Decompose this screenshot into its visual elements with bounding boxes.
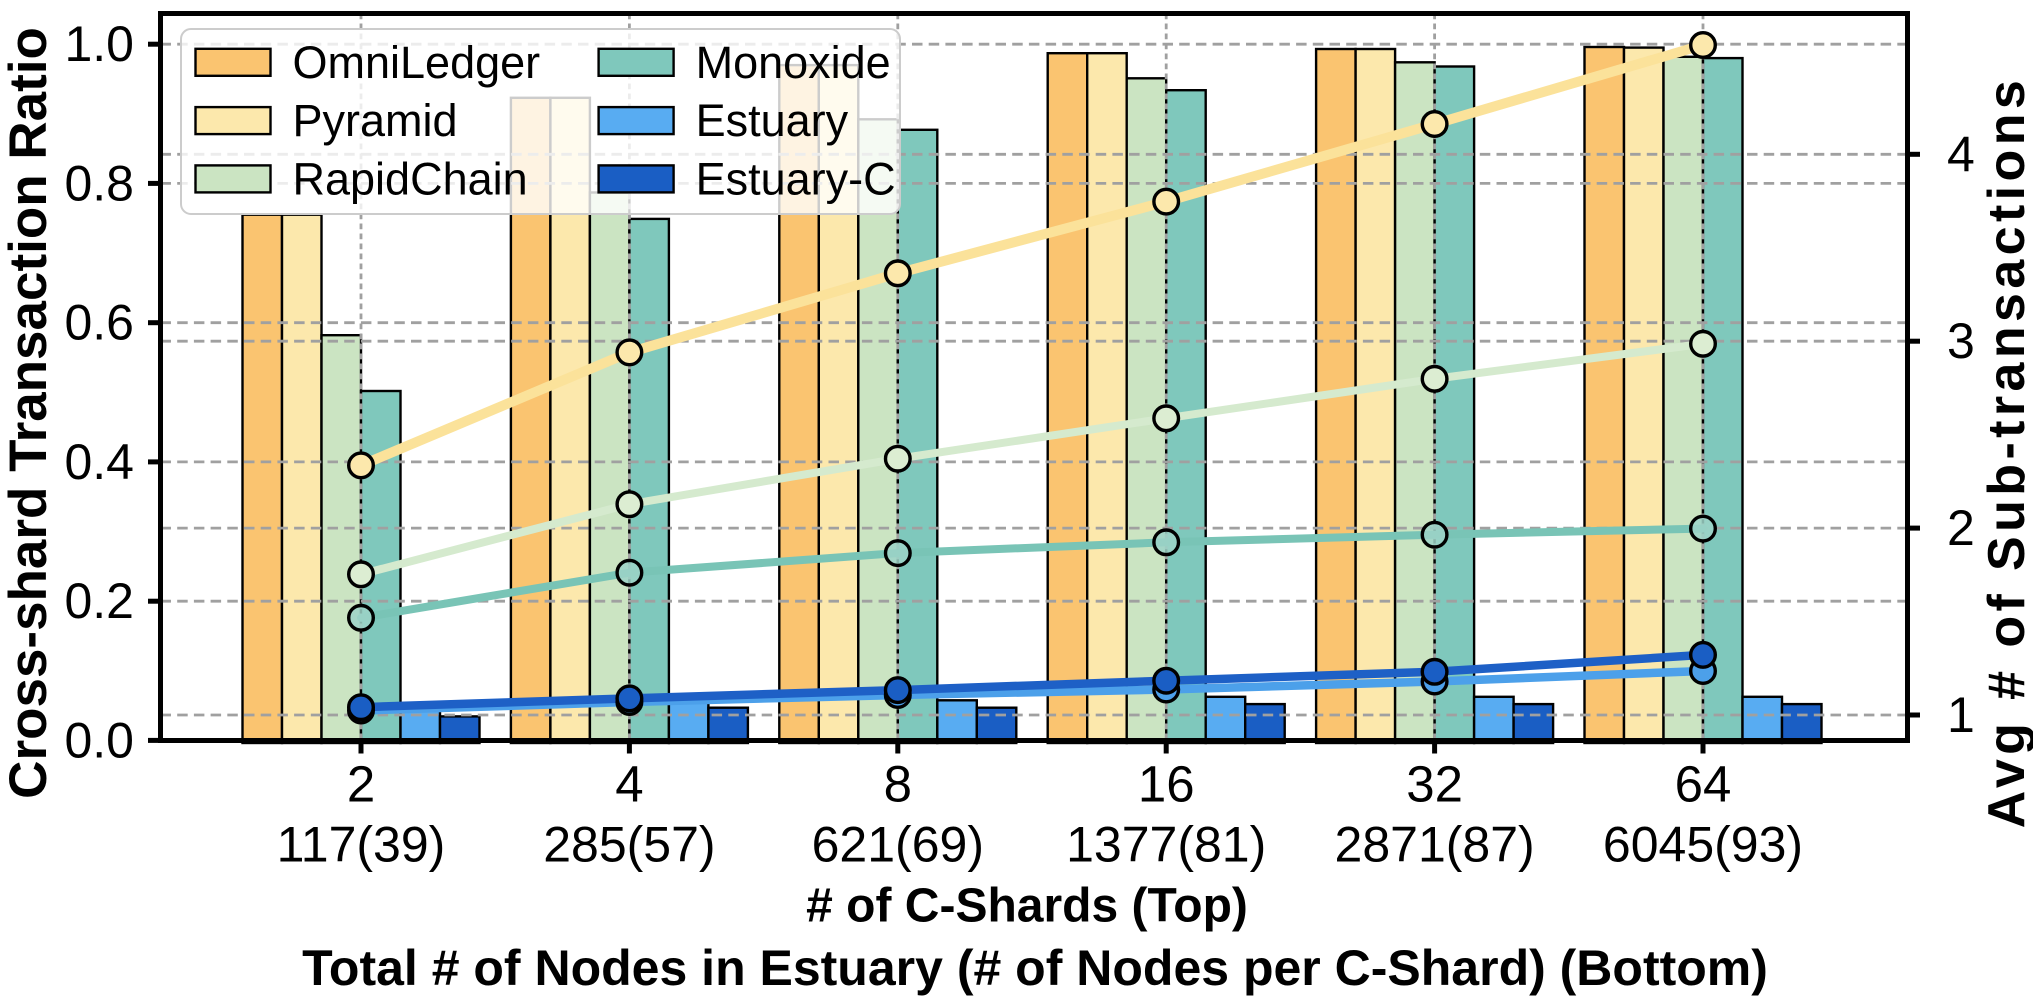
svg-text:Estuary-C: Estuary-C <box>696 153 896 204</box>
svg-text:117(39): 117(39) <box>277 817 446 873</box>
svg-text:6045(93): 6045(93) <box>1603 817 1803 873</box>
svg-text:4: 4 <box>615 756 643 813</box>
svg-text:Total # of Nodes in Estuary (#: Total # of Nodes in Estuary (# of Nodes … <box>302 940 1768 996</box>
svg-text:32: 32 <box>1406 756 1463 813</box>
svg-text:4: 4 <box>1947 126 1975 182</box>
svg-text:Monoxide: Monoxide <box>696 37 891 88</box>
svg-text:621(69): 621(69) <box>812 817 984 873</box>
svg-text:1: 1 <box>1947 687 1975 743</box>
svg-text:0.2: 0.2 <box>64 573 134 629</box>
svg-text:OmniLedger: OmniLedger <box>293 37 541 88</box>
svg-text:16: 16 <box>1138 756 1195 813</box>
svg-text:1377(81): 1377(81) <box>1066 817 1266 873</box>
svg-text:0.8: 0.8 <box>64 155 134 211</box>
svg-text:8: 8 <box>884 756 912 813</box>
svg-text:# of C-Shards (Top): # of C-Shards (Top) <box>806 880 1248 933</box>
svg-text:0.6: 0.6 <box>64 295 134 351</box>
svg-text:Pyramid: Pyramid <box>293 95 458 146</box>
svg-text:Avg # of Sub-transactions: Avg # of Sub-transactions <box>1978 76 2033 828</box>
svg-text:2: 2 <box>1947 500 1975 556</box>
svg-text:3: 3 <box>1947 313 1975 369</box>
svg-text:2871(87): 2871(87) <box>1335 817 1535 873</box>
svg-text:0.0: 0.0 <box>64 712 134 768</box>
svg-text:Estuary: Estuary <box>696 95 849 146</box>
svg-text:RapidChain: RapidChain <box>293 153 528 204</box>
svg-text:Cross-shard Transaction Ratio: Cross-shard Transaction Ratio <box>0 27 58 799</box>
svg-text:64: 64 <box>1675 756 1732 813</box>
svg-text:1.0: 1.0 <box>64 16 134 72</box>
svg-text:285(57): 285(57) <box>543 817 715 873</box>
svg-text:0.4: 0.4 <box>64 434 134 490</box>
svg-text:2: 2 <box>347 756 375 813</box>
